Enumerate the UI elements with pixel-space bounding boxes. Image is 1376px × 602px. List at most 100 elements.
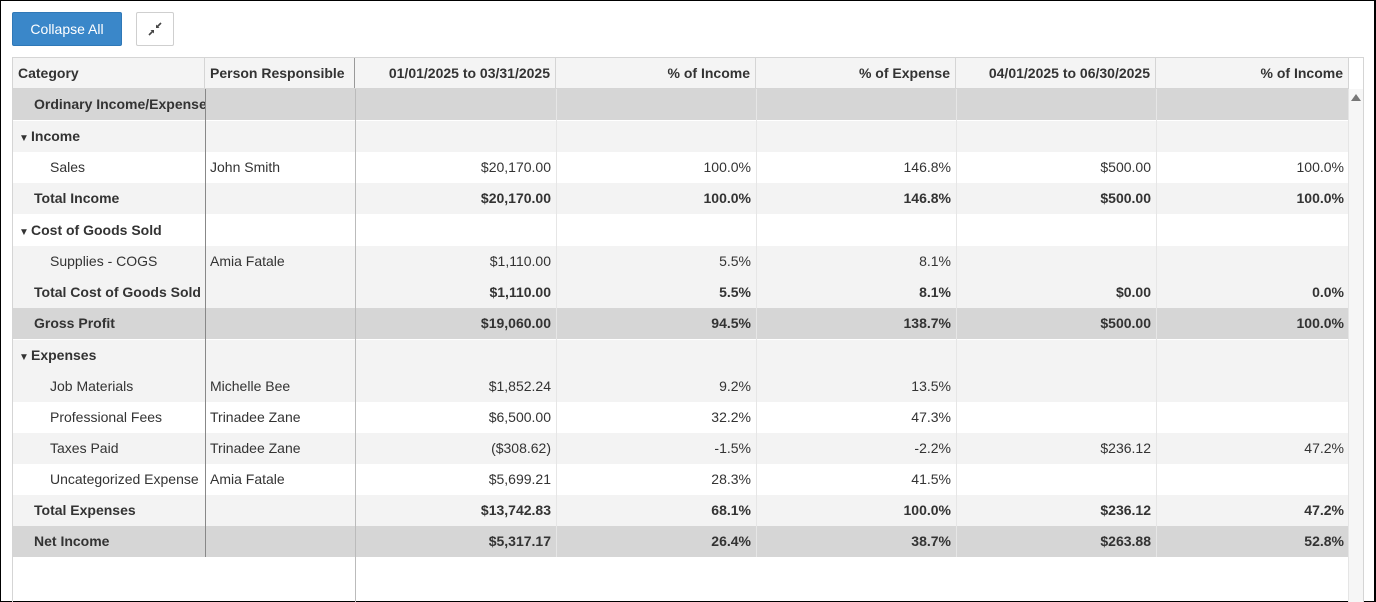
collapse-all-button[interactable]: Collapse All [12,12,122,46]
cell-person [205,340,355,371]
expand-caret-icon[interactable]: ▼ [19,352,29,363]
cell-q2: $236.12 [1100,440,1151,456]
table-row: Taxes Paid Trinadee Zane ($308.62) -1.5% -2.… [13,433,1349,464]
cell-person: Trinadee Zane [210,440,301,456]
table-row: Supplies - COGS Amia Fatale $1,110.00 5.5% 8… [13,246,1349,277]
cell-q1_expense: 38.7% [911,533,951,549]
cell-q1_income: 5.5% [719,253,751,269]
table-row: Total Expenses $13,742.83 68.1% 100.0% $236.… [13,495,1349,526]
cell-q2 [956,246,1156,277]
row-label: Ordinary Income/Expense [34,96,205,112]
cell-q1_expense [756,89,956,120]
column-header-q1[interactable]: 01/01/2025 to 03/31/2025 [355,58,556,88]
cell-category: Uncategorized Expense [13,464,205,495]
column-header-category[interactable]: Category [13,58,205,88]
row-label: Sales [50,159,86,175]
cell-q1_expense: 13.5% [911,378,951,394]
table-row: Total Income $20,170.00 100.0% 146.8% $500.0… [13,183,1349,214]
cell-category: Sales [13,152,205,183]
cell-q1: $1,110.00 [489,253,551,269]
cell-q2 [956,402,1156,433]
cell-q2_income [1156,371,1349,402]
cell-q1_income: 94.5% [711,315,751,331]
cell-q2 [956,89,1156,120]
row-label: Gross Profit [34,315,115,331]
column-header-q2[interactable]: 04/01/2025 to 06/30/2025 [956,58,1156,88]
cell-q2 [956,371,1156,402]
cell-person [205,308,355,339]
cell-q1 [355,121,556,152]
column-header-q2_income[interactable]: % of Income [1156,58,1349,88]
cell-q1_income [556,340,756,371]
expand-caret-icon[interactable]: ▼ [19,227,29,238]
cell-category: ▼ Cost of Goods Sold [13,215,205,246]
cell-q1: $6,500.00 [488,409,551,425]
column-header-q1_expense[interactable]: % of Expense [756,58,956,88]
cell-category: Professional Fees [13,402,205,433]
column-header-person[interactable]: Person Responsible [205,58,355,88]
cell-category: Gross Profit [13,308,205,339]
table-row: Job Materials Michelle Bee $1,852.24 9.2% 13… [13,371,1349,402]
cell-q1_income [556,215,756,246]
table-row: Uncategorized Expense Amia Fatale $5,699.2… [13,464,1349,495]
cell-q1 [355,89,556,120]
cell-person [205,526,355,557]
cell-q1_income [556,89,756,120]
report-grid: Category Person Responsible 01/01/2025 to … [12,57,1364,602]
cell-q1: $13,742.83 [480,502,551,518]
cell-q1_income: 9.2% [719,378,751,394]
cell-q2_income: 100.0% [1296,315,1344,331]
cell-q1_expense: 47.3% [911,409,951,425]
cell-category: Ordinary Income/Expense [13,89,205,120]
compress-button[interactable] [136,12,174,46]
cell-category: Total Cost of Goods Sold [13,277,205,308]
cell-q2_income [1156,121,1349,152]
cell-category: ▼ Expenses [13,340,205,371]
cell-q1_expense: 8.1% [919,253,951,269]
cell-q2: $500.00 [1100,315,1151,331]
cell-q1_income: 32.2% [711,409,751,425]
scroll-up-arrow-icon[interactable] [1351,94,1361,101]
row-label: Cost of Goods Sold [31,222,162,238]
cell-person: John Smith [210,159,281,175]
cell-q2: $500.00 [1100,159,1151,175]
cell-person [205,495,355,526]
column-divider [556,89,557,557]
cell-q2_income: 100.0% [1296,190,1344,206]
cell-person: Amia Fatale [210,253,285,269]
cell-q1: $5,317.17 [488,533,551,549]
cell-person [205,121,355,152]
cell-q2: $500.00 [1100,190,1151,206]
cell-q2_income: 47.2% [1304,440,1344,456]
table-row[interactable]: ▼ Expenses [13,340,1349,371]
row-label: Taxes Paid [50,440,119,456]
cell-person [205,183,355,214]
cell-q1_expense [756,340,956,371]
cell-q1_expense: -2.2% [914,440,951,456]
column-divider [205,89,206,557]
cell-q2 [956,464,1156,495]
vertical-scrollbar[interactable] [1348,89,1363,602]
table-row[interactable]: ▼ Cost of Goods Sold [13,215,1349,246]
cell-q1_expense [756,121,956,152]
cell-q1: $5,699.21 [488,471,551,487]
cell-q2_income [1156,464,1349,495]
cell-q1_income: 26.4% [711,533,751,549]
cell-q2_income [1156,215,1349,246]
column-divider [1156,89,1157,557]
cell-category: Supplies - COGS [13,246,205,277]
cell-q2: $263.88 [1100,533,1151,549]
cell-person: Michelle Bee [210,378,291,394]
cell-q2_income: 52.8% [1304,533,1344,549]
cell-category: Total Expenses [13,495,205,526]
column-header-q1_income[interactable]: % of Income [556,58,756,88]
table-row: Total Cost of Goods Sold $1,110.00 5.5% 8.1… [13,277,1349,308]
row-label: Total Expenses [34,502,136,518]
cell-q1: $20,170.00 [480,190,551,206]
cell-category: Job Materials [13,371,205,402]
cell-q2_income [1156,340,1349,371]
row-label: Total Income [34,190,120,206]
cell-q2 [956,215,1156,246]
expand-caret-icon[interactable]: ▼ [19,133,29,144]
table-row[interactable]: ▼ Income [13,121,1349,152]
